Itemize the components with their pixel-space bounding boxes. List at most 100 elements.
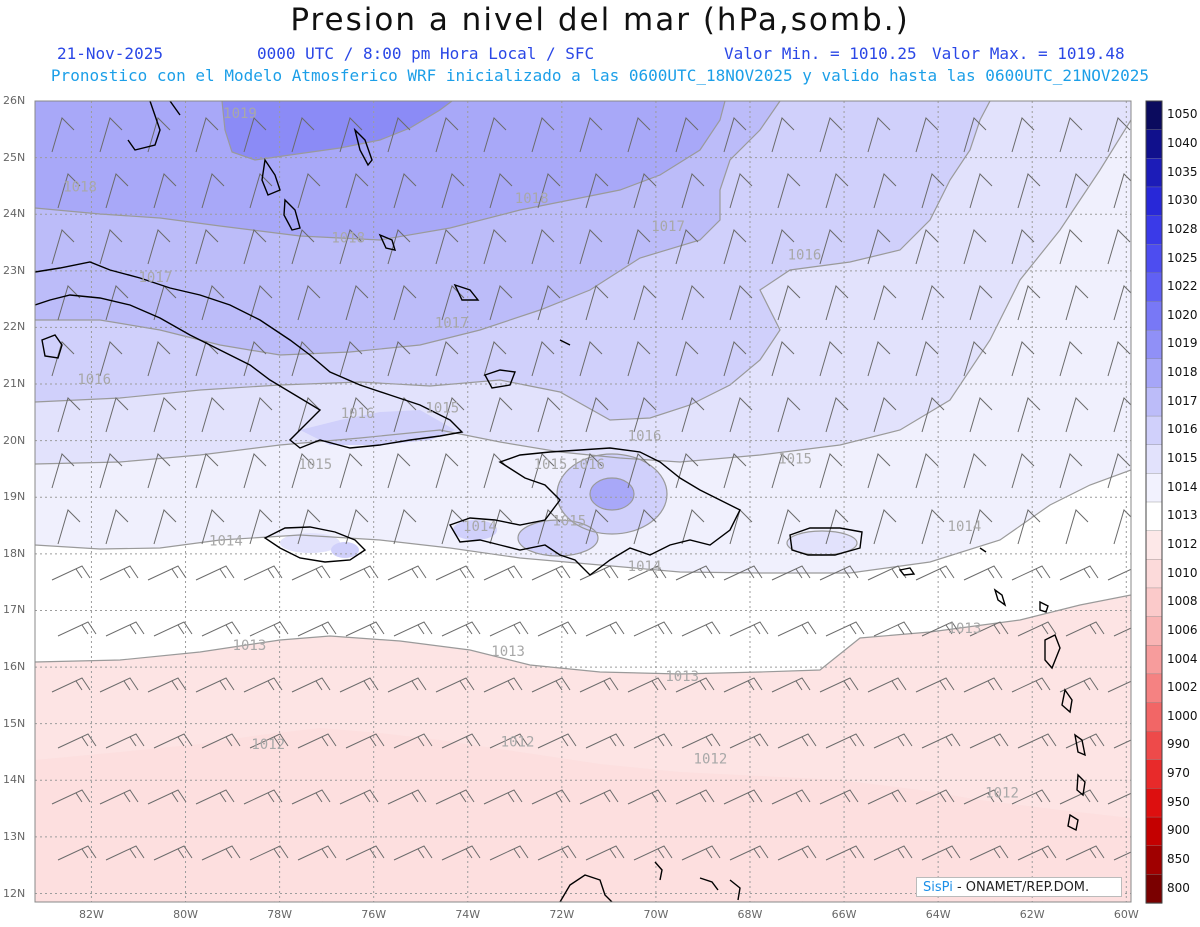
wind-barb	[771, 117, 795, 153]
wind-barb	[819, 565, 859, 581]
colorbar-level-label: 1002	[1167, 680, 1198, 695]
wind-barb	[99, 453, 123, 489]
wind-barb	[585, 173, 609, 209]
lat-label: 26N	[3, 94, 26, 107]
wind-barb	[537, 845, 577, 861]
wind-barb	[393, 621, 433, 637]
isobar-label: 1013	[491, 644, 525, 660]
colorbar-level-label: 1018	[1167, 365, 1198, 380]
wind-barb	[441, 509, 465, 545]
map-title: Presion a nivel del mar (hPa,somb.)	[290, 2, 910, 38]
wind-barb	[771, 677, 811, 693]
lat-label: 23N	[3, 263, 26, 277]
wind-barb	[777, 733, 817, 749]
colorbar-level-label: 1017	[1167, 393, 1198, 408]
wind-barb	[921, 733, 961, 749]
wind-barb	[873, 733, 913, 749]
wind-barb	[867, 117, 891, 153]
lat-label: 20N	[3, 433, 26, 447]
wind-barb	[819, 453, 843, 489]
wind-barb	[1107, 229, 1131, 265]
wind-barb	[777, 285, 801, 321]
isobar-label: 1014	[463, 519, 497, 535]
hispaniola-coast	[448, 447, 741, 576]
wind-barb	[1113, 509, 1131, 545]
wind-barb	[627, 453, 651, 489]
map-plot-area: 1019 1018 1018 1018 1017 1016 1017 1017 1016 1016…	[35, 101, 1131, 902]
wind-barb	[867, 677, 907, 693]
isobar-label: 1015	[778, 451, 812, 467]
wind-barb	[1113, 851, 1131, 861]
wind-barb	[147, 677, 187, 693]
wind-barb	[435, 789, 475, 805]
wind-barb	[921, 285, 945, 321]
wind-barb	[873, 621, 913, 637]
wind-barb	[675, 565, 715, 581]
wind-barb	[297, 509, 321, 545]
wind-barb	[489, 845, 529, 861]
wind-barbs	[51, 117, 1131, 902]
colorbar-level-label: 1014	[1167, 479, 1198, 494]
wind-barb	[729, 173, 753, 209]
wind-barb	[99, 565, 139, 581]
colorbar-swatch	[1145, 329, 1163, 360]
colorbar-swatch	[1145, 530, 1163, 560]
wind-barb	[1059, 341, 1083, 377]
lat-lon-grid	[35, 101, 1131, 902]
wind-barb	[633, 509, 657, 545]
pressure-band-1011	[35, 728, 1131, 902]
pressure-band-1018	[35, 101, 725, 240]
wind-barb	[633, 621, 673, 637]
wind-barb	[201, 173, 225, 209]
colorbar-level-label: 1000	[1167, 708, 1198, 723]
wind-barb	[1065, 621, 1105, 637]
colorbar-level-label: 990	[1167, 737, 1190, 752]
wind-barb	[537, 509, 561, 545]
wind-barb	[585, 397, 609, 433]
isobar-labels: 1019 1018 1018 1018 1017 1016 1017 1017 1016 1016…	[63, 106, 1019, 801]
colorbar-level-label: 970	[1167, 766, 1190, 781]
wind-barb	[633, 285, 657, 321]
credit-box: SisPi - ONAMET/REP.DOM.	[916, 877, 1122, 897]
wind-barb	[195, 229, 219, 265]
colorbar-level-label: 1025	[1167, 250, 1198, 265]
wind-barb	[537, 285, 561, 321]
isobar-label: 1016	[77, 372, 111, 388]
wind-barb	[969, 285, 993, 321]
wind-barb	[1059, 229, 1083, 265]
wind-barb	[729, 621, 769, 637]
lon-label: 62W	[1019, 908, 1045, 921]
wind-barb	[729, 733, 769, 749]
lon-label: 78W	[267, 908, 293, 921]
colorbar-swatch	[1145, 158, 1163, 188]
colorbar-level-label: 1050	[1167, 107, 1198, 122]
wind-barb	[435, 117, 459, 153]
wind-barb	[800, 901, 803, 902]
wind-barb	[873, 509, 897, 545]
wind-barb	[963, 117, 987, 153]
colorbar-level-label: 1030	[1167, 193, 1198, 208]
wind-barb	[243, 341, 267, 377]
wind-barb	[633, 845, 673, 861]
wind-barb	[1011, 453, 1035, 489]
lat-label: 14N	[3, 773, 26, 787]
wind-barb	[441, 285, 465, 321]
wind-barb	[579, 677, 619, 693]
wind-barb	[387, 341, 411, 377]
wind-barb	[243, 453, 267, 489]
wind-barb	[249, 733, 289, 749]
wind-barb	[105, 173, 129, 209]
lat-label: 24N	[3, 207, 26, 221]
wind-barb	[339, 229, 363, 265]
wind-barb	[825, 285, 849, 321]
isobar-label: 1013	[233, 638, 267, 654]
wind-barb	[867, 789, 907, 805]
wind-barb	[777, 509, 801, 545]
colorbar-swatch	[1145, 186, 1163, 217]
isobar-label: 1018	[331, 231, 365, 247]
wind-barb	[387, 565, 427, 581]
wind-barb	[915, 789, 955, 805]
colorbar-swatch	[1145, 415, 1163, 446]
wind-barb	[147, 341, 171, 377]
